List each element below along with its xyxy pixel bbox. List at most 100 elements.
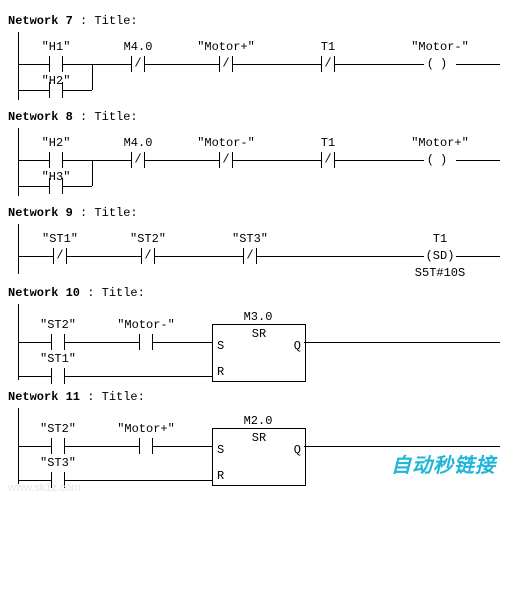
contact-label: "H1" — [42, 40, 71, 54]
contact-label: "ST1" — [42, 232, 78, 246]
title-suffix: : Title: — [80, 286, 145, 300]
network-number: Network 11 — [8, 390, 80, 404]
sd-timer-coil: (SD) — [426, 249, 455, 263]
contact-label: "ST3" — [40, 456, 76, 470]
r-input-label: R — [217, 469, 224, 483]
wire — [240, 160, 314, 161]
nc-contact: / — [46, 248, 74, 264]
nc-contact: / — [212, 56, 240, 72]
title-suffix: : Title: — [73, 110, 138, 124]
nc-contact: / — [134, 248, 162, 264]
wire — [160, 342, 212, 343]
no-contact — [44, 334, 72, 350]
sr-label: SR — [252, 327, 266, 341]
wire — [18, 446, 44, 447]
wire — [342, 64, 424, 65]
timer-value-label: S5T#10S — [415, 266, 465, 280]
wire — [70, 160, 124, 161]
contact-label: "H2" — [42, 74, 71, 88]
wire — [74, 256, 134, 257]
coil-label: "Motor-" — [411, 40, 469, 54]
s-input-label: S — [217, 339, 224, 353]
no-contact — [42, 56, 70, 72]
network-number: Network 8 — [8, 110, 73, 124]
network-number: Network 7 — [8, 14, 73, 28]
sr-var-label: M3.0 — [244, 310, 273, 324]
wire — [18, 376, 44, 377]
network-title: Network 11 : Title: — [8, 390, 506, 404]
wire — [18, 186, 42, 187]
wire — [152, 64, 212, 65]
coil-label: T1 — [433, 232, 447, 246]
wire — [18, 480, 44, 481]
wire — [240, 64, 314, 65]
no-contact — [132, 438, 160, 454]
nc-contact: / — [314, 152, 342, 168]
wire — [72, 446, 132, 447]
rung-area: "ST2""Motor-"SRSRQM3.0"ST1" — [8, 304, 506, 384]
no-contact — [42, 152, 70, 168]
wire — [72, 342, 132, 343]
nc-contact: / — [212, 152, 240, 168]
nc-contact: / — [236, 248, 264, 264]
wire — [456, 256, 500, 257]
sr-label: SR — [252, 431, 266, 445]
network-title: Network 10 : Title: — [8, 286, 506, 300]
contact-label: "Motor-" — [117, 318, 175, 332]
nc-contact: / — [124, 152, 152, 168]
rung-area: "H1" / M4.0 / "Motor+" / T1 () "Motor-" "H2" — [8, 32, 506, 104]
wire — [456, 64, 500, 65]
sr-block: SR SR Q — [212, 324, 306, 382]
q-output-label: Q — [294, 443, 301, 457]
contact-label: M4.0 — [124, 136, 153, 150]
wire — [18, 342, 44, 343]
no-contact — [44, 438, 72, 454]
wire — [18, 90, 42, 91]
coil: () — [427, 57, 453, 71]
coil: () — [427, 153, 453, 167]
wire — [304, 342, 500, 343]
network-title: Network 9 : Title: — [8, 206, 506, 220]
wire — [18, 256, 46, 257]
wire — [304, 446, 500, 447]
rung-area: "H2"/M4.0/"Motor-"/T1()"Motor+""H3" — [8, 128, 506, 200]
contact-label: "H3" — [42, 170, 71, 184]
title-suffix: : Title: — [73, 206, 138, 220]
wire — [342, 160, 424, 161]
watermark-url: www.sk1z.com — [8, 482, 81, 494]
network-title: Network 8 : Title: — [8, 110, 506, 124]
sr-var-label: M2.0 — [244, 414, 273, 428]
ladder-diagram-root: Network 7 : Title:"H1"/M4.0/"Motor+"/T1(… — [8, 14, 506, 488]
contact-label: "Motor+" — [197, 40, 255, 54]
s-input-label: S — [217, 443, 224, 457]
q-output-label: Q — [294, 339, 301, 353]
coil-label: "Motor+" — [411, 136, 469, 150]
wire — [264, 256, 424, 257]
left-rail — [18, 224, 19, 274]
wire — [70, 90, 92, 91]
title-suffix: : Title: — [80, 390, 145, 404]
contact-label: "ST2" — [130, 232, 166, 246]
rung-area: / "ST1" / "ST2" / "ST3" (SD) T1 S5T#10S — [8, 224, 506, 280]
contact-label: M4.0 — [124, 40, 153, 54]
contact-label: T1 — [321, 40, 335, 54]
r-input-label: R — [217, 365, 224, 379]
contact-label: "ST3" — [232, 232, 268, 246]
contact-label: T1 — [321, 136, 335, 150]
nc-contact: / — [124, 56, 152, 72]
wire — [18, 64, 42, 65]
wire-vertical — [92, 64, 93, 90]
network-title: Network 7 : Title: — [8, 14, 506, 28]
network-number: Network 10 — [8, 286, 80, 300]
wire — [18, 160, 42, 161]
nc-contact: / — [314, 56, 342, 72]
contact-label: "H2" — [42, 136, 71, 150]
contact-label: "ST2" — [40, 422, 76, 436]
no-contact — [44, 368, 72, 384]
wire — [162, 256, 236, 257]
contact-label: "ST2" — [40, 318, 76, 332]
watermark-logo: 自动秒链接 — [391, 449, 496, 478]
contact-label: "Motor+" — [117, 422, 175, 436]
title-suffix: : Title: — [73, 14, 138, 28]
sr-block: SR SR Q — [212, 428, 306, 486]
